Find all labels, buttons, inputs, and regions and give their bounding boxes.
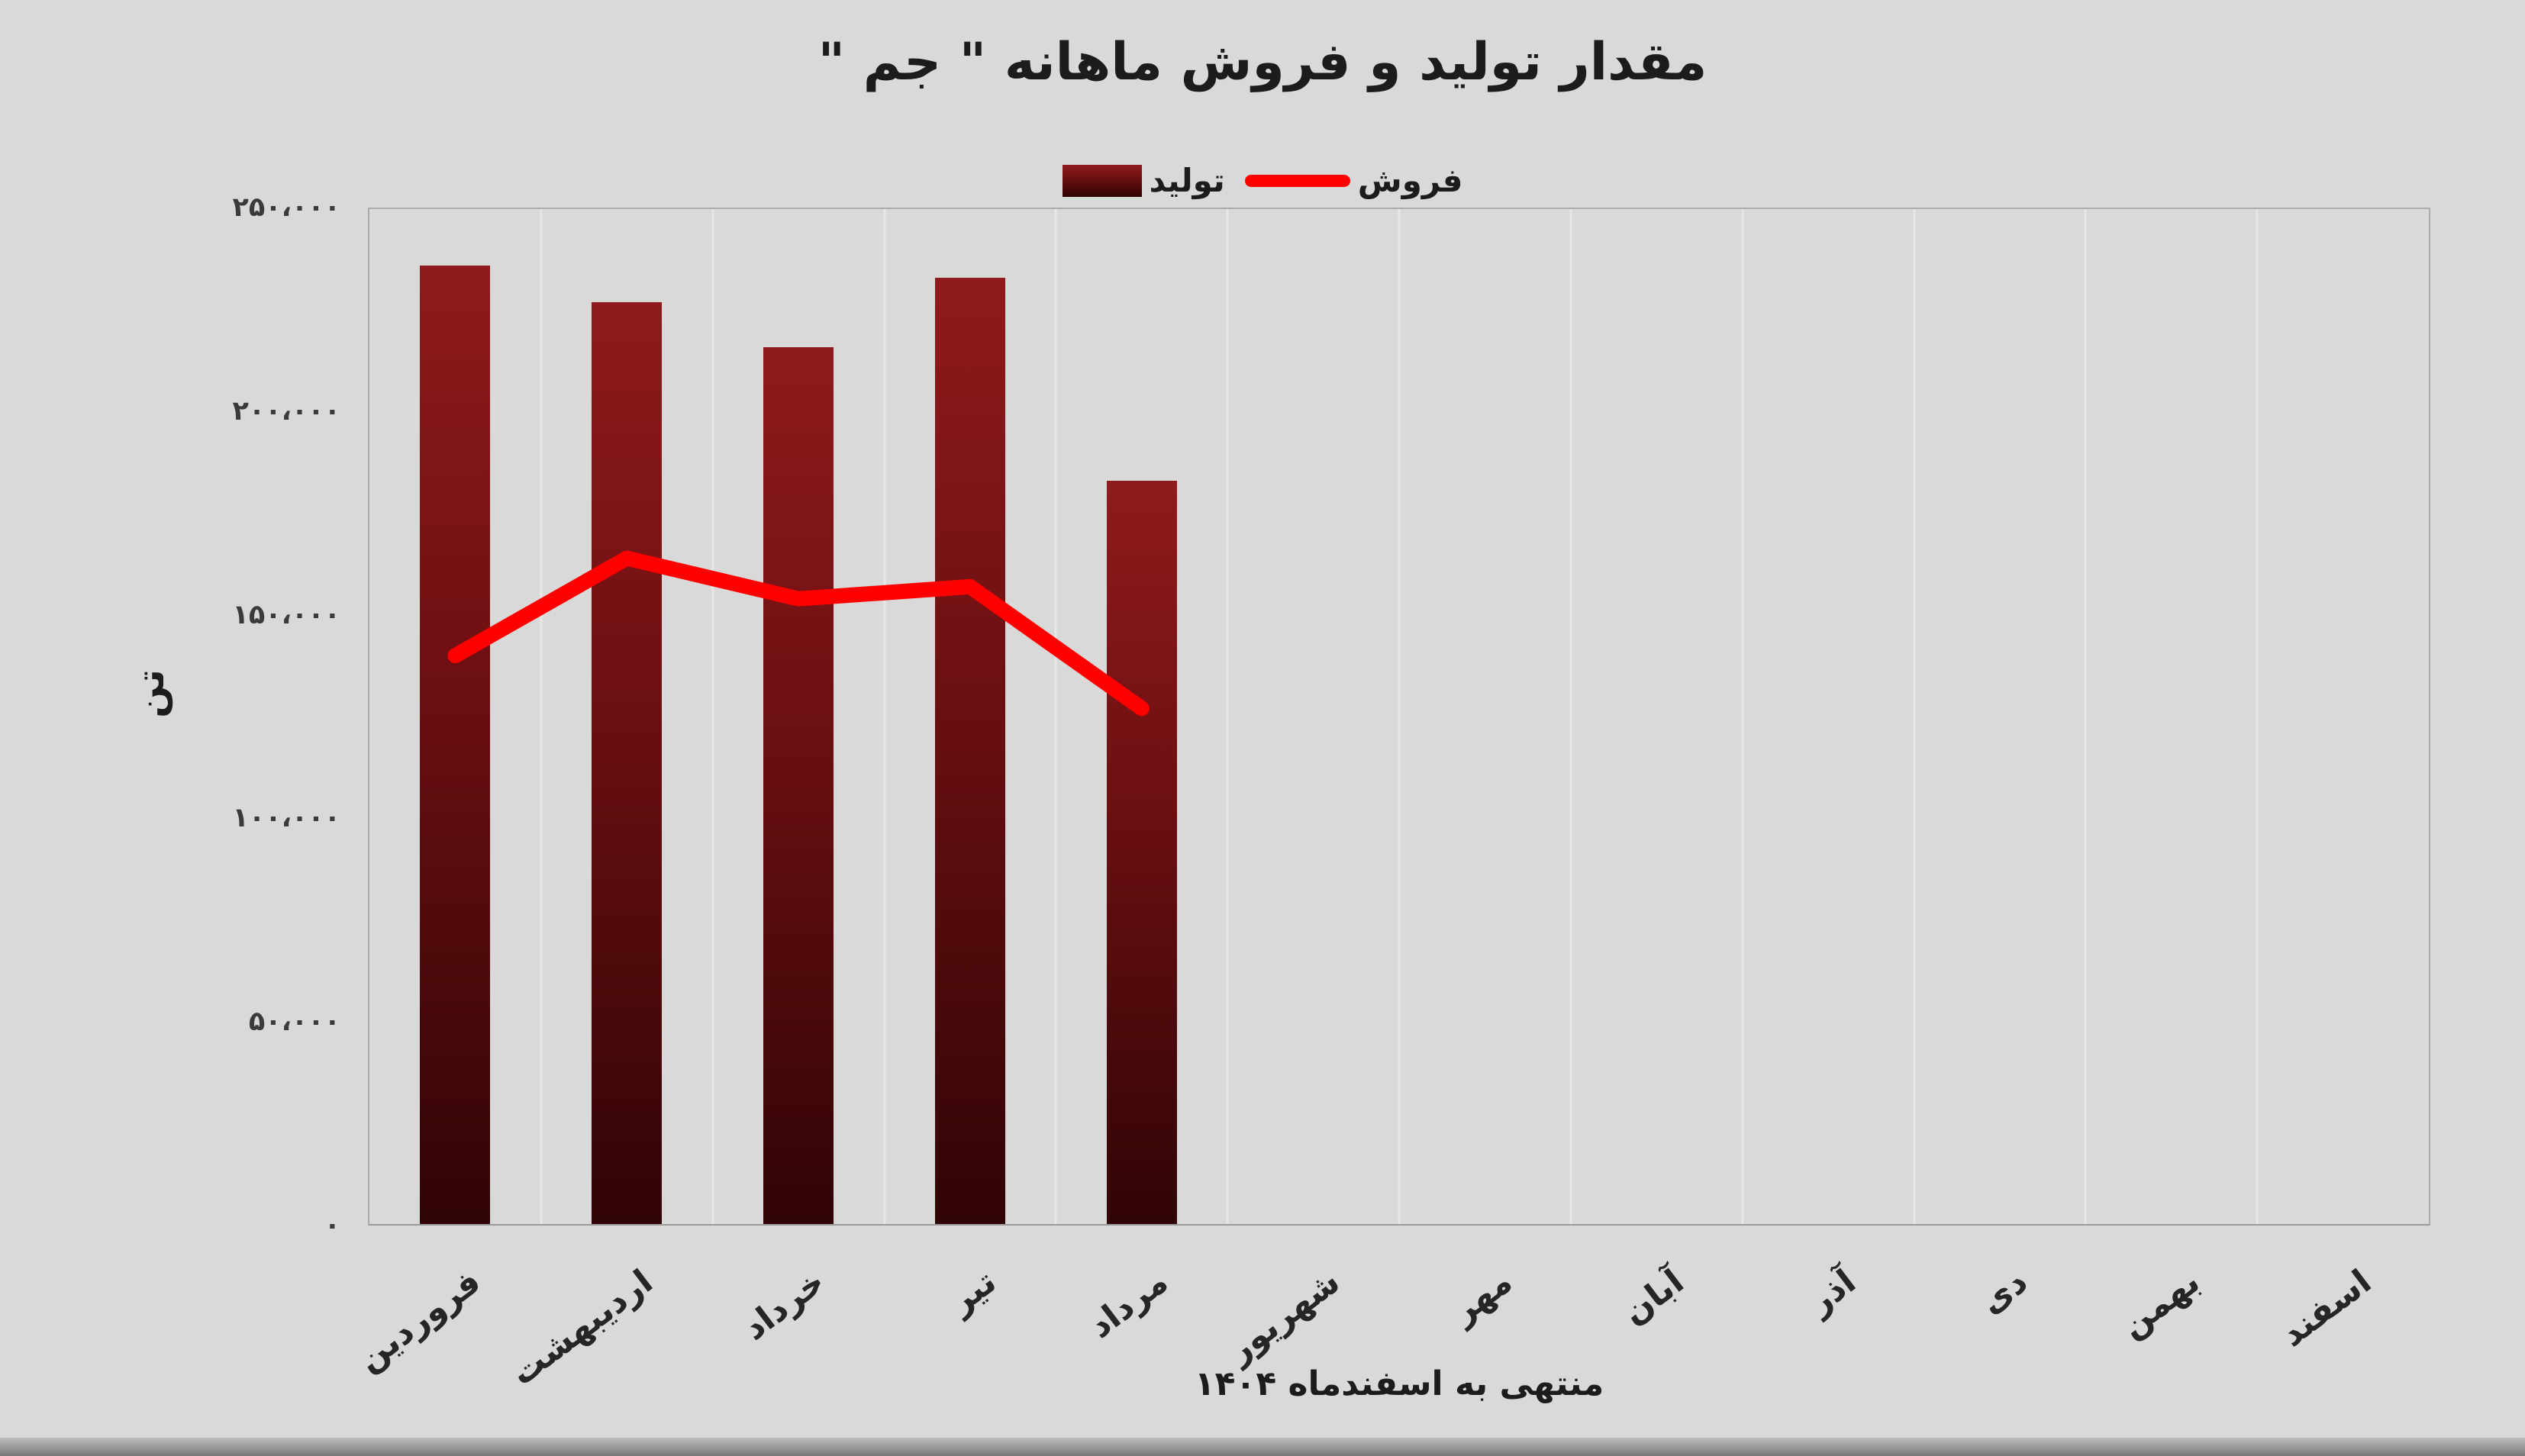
gridline: [1741, 209, 1744, 1224]
production-bar-مرداد: [1106, 481, 1177, 1224]
x-tick-label: فروردین: [350, 1262, 489, 1380]
gridline: [1226, 209, 1229, 1224]
x-tick-label: تیر: [942, 1262, 1004, 1322]
production-bar-swatch-icon: [1062, 164, 1142, 197]
gridline: [540, 209, 543, 1224]
y-tick-label: ۲۵۰،۰۰۰: [232, 192, 340, 223]
gridline: [883, 209, 885, 1224]
y-axis-title: تن: [127, 669, 173, 718]
x-tick-label: خرداد: [735, 1262, 832, 1348]
x-tick-label: دی: [1972, 1262, 2035, 1322]
legend-item-sales: فروش: [1244, 162, 1463, 199]
gridline: [711, 209, 714, 1224]
gridline: [1913, 209, 1915, 1224]
sales-line: [447, 550, 1150, 717]
y-tick-label: ۱۵۰،۰۰۰: [232, 599, 340, 630]
y-axis-tick-labels: ۰ ۵۰،۰۰۰ ۱۰۰،۰۰۰ ۱۵۰،۰۰۰ ۲۰۰،۰۰۰ ۲۵۰،۰۰۰: [0, 192, 351, 1241]
x-tick-label: شهریور: [1221, 1262, 1348, 1371]
x-axis-caption: منتهی به اسفندماه ۱۴۰۴: [1194, 1364, 1604, 1403]
legend: تولید فروش: [0, 162, 2525, 199]
legend-production-label: تولید: [1149, 162, 1225, 199]
gridline: [1569, 209, 1572, 1224]
window-bottom-edge: [0, 1438, 2525, 1456]
legend-sales-label: فروش: [1357, 162, 1463, 199]
x-tick-label: بهمن: [2113, 1262, 2207, 1346]
gridline: [1054, 209, 1057, 1224]
production-bar-تیر: [934, 278, 1005, 1224]
plot-area: [368, 208, 2430, 1226]
x-tick-label: مرداد: [1082, 1262, 1175, 1346]
sales-line-chart: [447, 550, 1150, 717]
y-tick-label: ۰: [324, 1210, 340, 1241]
y-tick-label: ۱۰۰،۰۰۰: [232, 803, 340, 834]
x-tick-label: آذر: [1801, 1262, 1863, 1322]
production-bar-فروردین: [420, 266, 491, 1224]
production-bar-اردیبهشت: [592, 302, 663, 1224]
y-tick-label: ۲۰۰،۰۰۰: [232, 395, 340, 427]
y-tick-label: ۵۰،۰۰۰: [248, 1007, 340, 1038]
sales-line-swatch-icon: [1244, 174, 1350, 187]
x-tick-label: اسفند: [2273, 1262, 2379, 1355]
gridline: [2084, 209, 2087, 1224]
x-tick-label: آبان: [1615, 1262, 1691, 1333]
production-bar-خرداد: [763, 346, 834, 1224]
legend-item-production: تولید: [1062, 162, 1225, 199]
chart-title: مقدار تولید و فروش ماهانه " جم ": [817, 32, 1708, 92]
gridline: [2256, 209, 2259, 1224]
x-tick-label: مهر: [1444, 1262, 1520, 1332]
gridline: [1398, 209, 1401, 1224]
